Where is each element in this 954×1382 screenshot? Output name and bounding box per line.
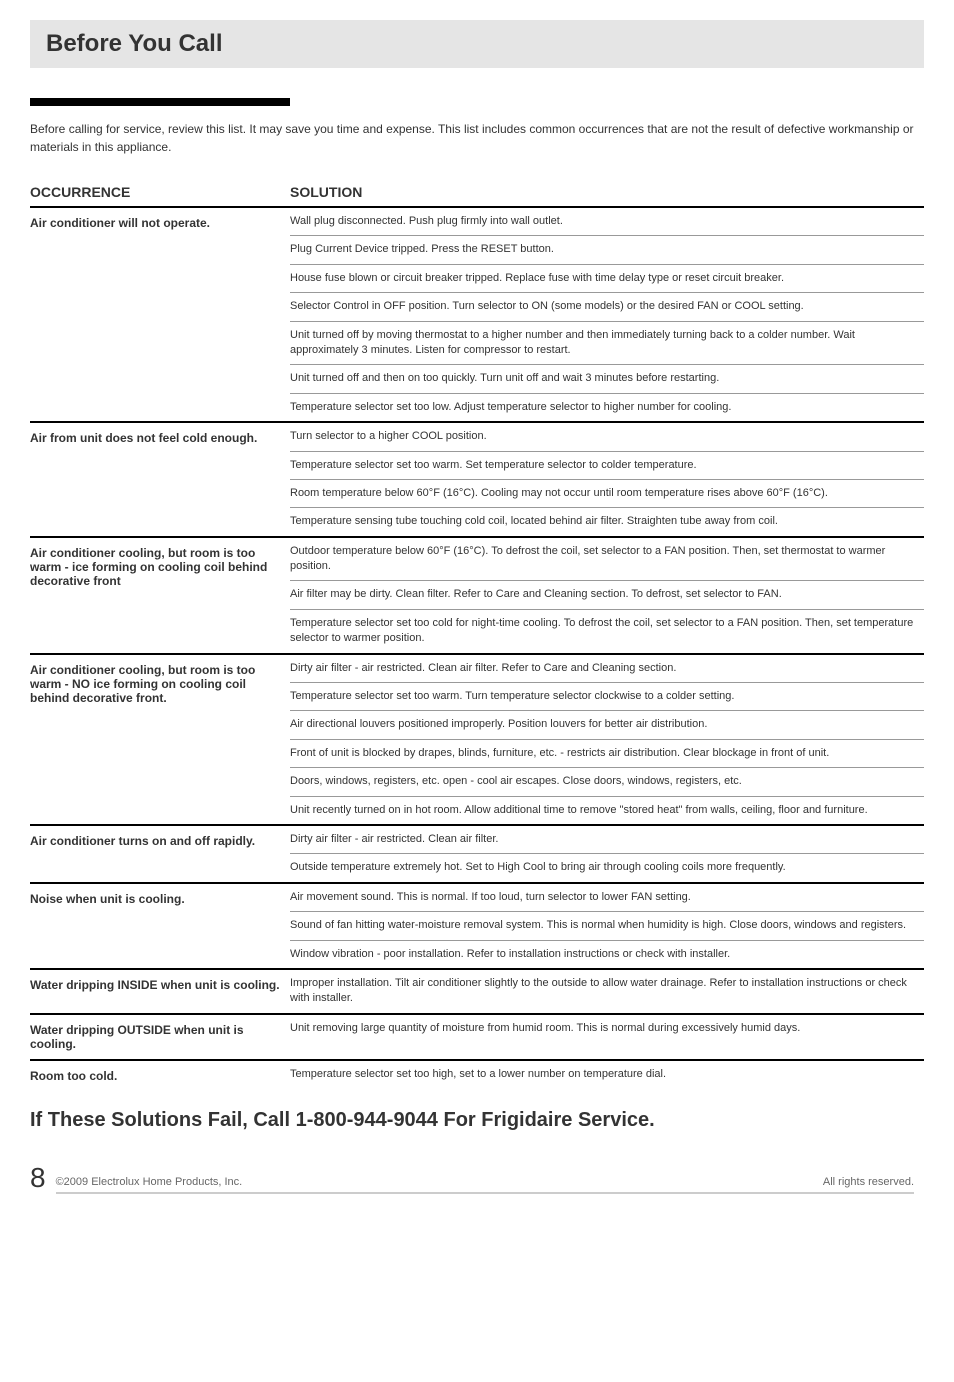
page-title: Before You Call (46, 30, 908, 58)
solution-item: Air movement sound. This is normal. If t… (290, 884, 924, 912)
solution-item: Unit recently turned on in hot room. All… (290, 797, 924, 824)
solution-item: Wall plug disconnected. Push plug firmly… (290, 208, 924, 236)
solution-item: Unit removing large quantity of moisture… (290, 1015, 924, 1042)
table-row: Air from unit does not feel cold enough.… (30, 423, 924, 538)
solution-item: Unit turned off and then on too quickly.… (290, 365, 924, 393)
solution-cell: Outdoor temperature below 60°F (16°C). T… (290, 538, 924, 653)
call-to-action-heading: If These Solutions Fail, Call 1-800-944-… (30, 1109, 924, 1132)
black-accent-bar (30, 98, 290, 106)
solution-item: Temperature selector set too warm. Set t… (290, 452, 924, 480)
solution-item: House fuse blown or circuit breaker trip… (290, 265, 924, 293)
solution-item: Outdoor temperature below 60°F (16°C). T… (290, 538, 924, 582)
occurrence-cell: Air conditioner will not operate. (30, 208, 290, 421)
table-header: OCCURRENCE SOLUTION (30, 184, 924, 208)
solution-item: Sound of fan hitting water-moisture remo… (290, 912, 924, 940)
solution-cell: Improper installation. Tilt air conditio… (290, 970, 924, 1013)
occurrence-cell: Air from unit does not feel cold enough. (30, 423, 290, 536)
table-row: Air conditioner cooling, but room is too… (30, 538, 924, 655)
solution-item: Temperature selector set too warm. Turn … (290, 683, 924, 711)
solution-cell: Temperature selector set too high, set t… (290, 1061, 924, 1091)
solution-item: Plug Current Device tripped. Press the R… (290, 236, 924, 264)
table-row: Room too cold.Temperature selector set t… (30, 1061, 924, 1091)
solution-cell: Dirty air filter - air restricted. Clean… (290, 826, 924, 882)
solution-item: Selector Control in OFF position. Turn s… (290, 293, 924, 321)
occurrence-cell: Water dripping OUTSIDE when unit is cool… (30, 1015, 290, 1059)
title-bar: Before You Call (30, 20, 924, 68)
occurrence-cell: Air conditioner cooling, but room is too… (30, 538, 290, 653)
occurrence-cell: Water dripping INSIDE when unit is cooli… (30, 970, 290, 1013)
solution-item: Temperature selector set too cold for ni… (290, 610, 924, 653)
solution-item: Room temperature below 60°F (16°C). Cool… (290, 480, 924, 508)
solution-item: Outside temperature extremely hot. Set t… (290, 854, 924, 881)
solution-cell: Unit removing large quantity of moisture… (290, 1015, 924, 1059)
header-occurrence: OCCURRENCE (30, 184, 290, 200)
table-row: Water dripping INSIDE when unit is cooli… (30, 970, 924, 1015)
solution-item: Air filter may be dirty. Clean filter. R… (290, 581, 924, 609)
solution-item: Temperature selector set too high, set t… (290, 1061, 924, 1088)
solution-item: Window vibration - poor installation. Re… (290, 941, 924, 968)
solution-item: Front of unit is blocked by drapes, blin… (290, 740, 924, 768)
solution-cell: Air movement sound. This is normal. If t… (290, 884, 924, 968)
occurrence-cell: Noise when unit is cooling. (30, 884, 290, 968)
solution-item: Temperature selector set too low. Adjust… (290, 394, 924, 421)
rights-text: All rights reserved. (823, 1176, 914, 1188)
table-row: Air conditioner turns on and off rapidly… (30, 826, 924, 884)
header-solution: SOLUTION (290, 184, 924, 200)
troubleshooting-table: Air conditioner will not operate.Wall pl… (30, 208, 924, 1091)
solution-cell: Turn selector to a higher COOL position.… (290, 423, 924, 536)
occurrence-cell: Air conditioner turns on and off rapidly… (30, 826, 290, 882)
solution-item: Air directional louvers positioned impro… (290, 711, 924, 739)
solution-item: Dirty air filter - air restricted. Clean… (290, 655, 924, 683)
occurrence-cell: Air conditioner cooling, but room is too… (30, 655, 290, 824)
copyright-line: ©2009 Electrolux Home Products, Inc. All… (56, 1176, 914, 1194)
solution-cell: Dirty air filter - air restricted. Clean… (290, 655, 924, 824)
intro-paragraph: Before calling for service, review this … (30, 120, 924, 156)
solution-item: Improper installation. Tilt air conditio… (290, 970, 924, 1013)
solution-item: Turn selector to a higher COOL position. (290, 423, 924, 451)
table-row: Noise when unit is cooling.Air movement … (30, 884, 924, 970)
copyright-text: ©2009 Electrolux Home Products, Inc. (56, 1176, 243, 1188)
table-row: Air conditioner will not operate.Wall pl… (30, 208, 924, 423)
page-footer: 8 ©2009 Electrolux Home Products, Inc. A… (30, 1162, 924, 1194)
solution-cell: Wall plug disconnected. Push plug firmly… (290, 208, 924, 421)
solution-item: Doors, windows, registers, etc. open - c… (290, 768, 924, 796)
solution-item: Dirty air filter - air restricted. Clean… (290, 826, 924, 854)
page-number: 8 (30, 1162, 46, 1194)
occurrence-cell: Room too cold. (30, 1061, 290, 1091)
solution-item: Temperature sensing tube touching cold c… (290, 508, 924, 535)
solution-item: Unit turned off by moving thermostat to … (290, 322, 924, 366)
table-row: Air conditioner cooling, but room is too… (30, 655, 924, 826)
table-row: Water dripping OUTSIDE when unit is cool… (30, 1015, 924, 1061)
